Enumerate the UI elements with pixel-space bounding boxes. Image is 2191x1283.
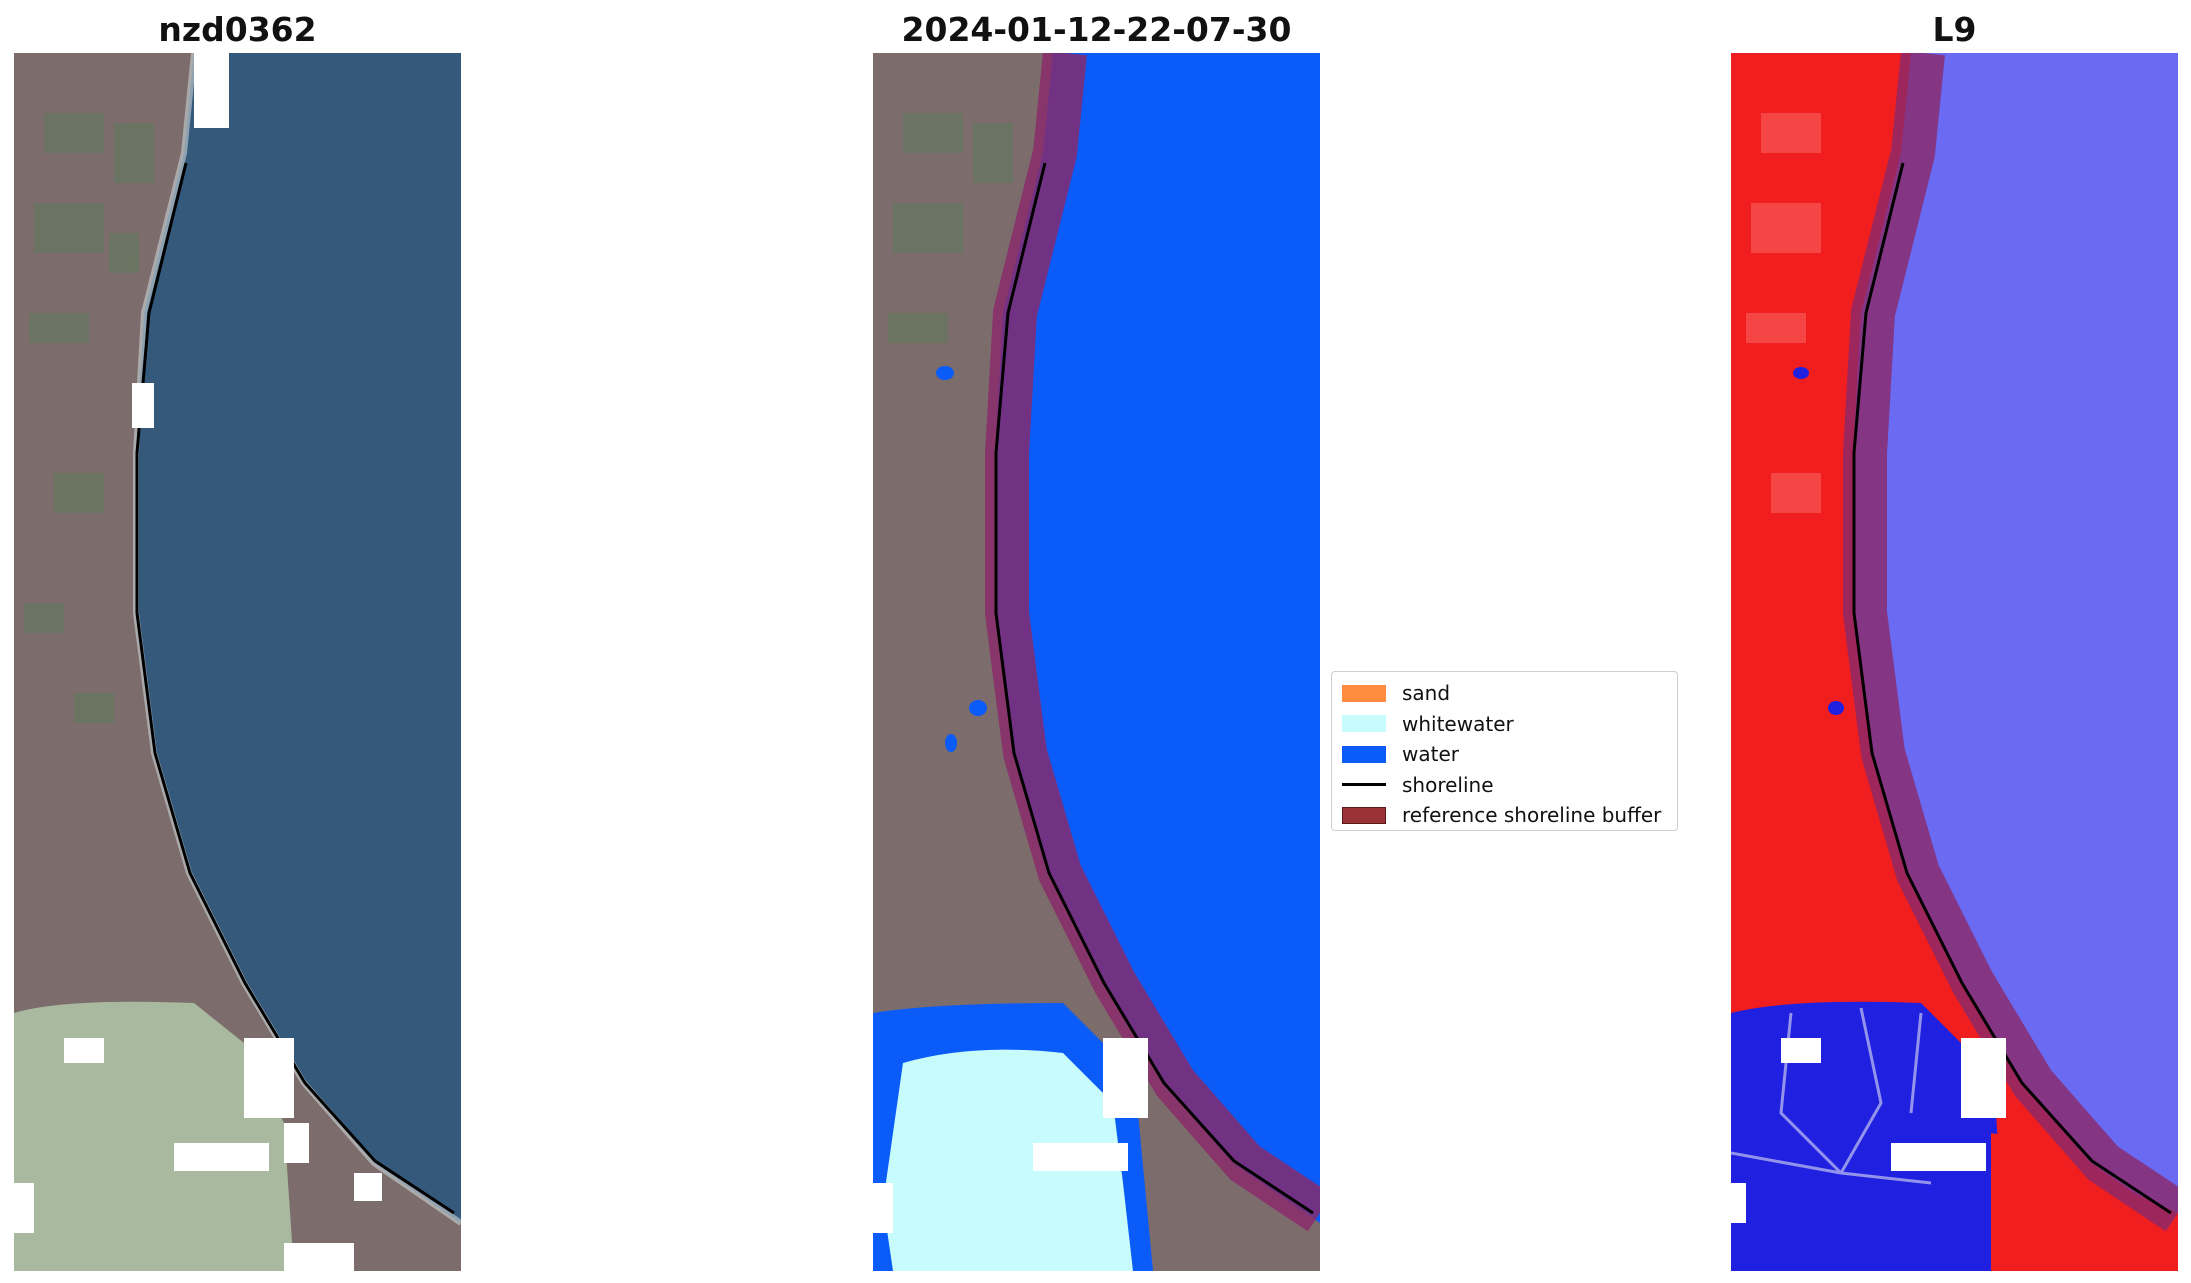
- legend-label: sand: [1402, 681, 1451, 706]
- whitewater-swatch: [1342, 715, 1386, 733]
- legend-label: reference shoreline buffer: [1402, 803, 1662, 828]
- legend-label: whitewater: [1402, 711, 1514, 736]
- legend-item-water: water: [1342, 739, 1667, 770]
- legend: sand whitewater water shoreline referenc…: [1331, 671, 1678, 831]
- land-area: [14, 53, 461, 1271]
- land-area: [1731, 53, 2178, 1271]
- buffer-swatch: [1342, 806, 1386, 824]
- index-image-panel: [1731, 53, 2178, 1271]
- reference-shoreline-buffer: [985, 53, 1320, 1232]
- shoreline-line: [994, 162, 1314, 1215]
- reference-shoreline-buffer: [1843, 53, 2178, 1232]
- lagoon-water: [1731, 1001, 2006, 1271]
- legend-item-whitewater: whitewater: [1342, 709, 1667, 740]
- legend-item-sand: sand: [1342, 678, 1667, 709]
- water-swatch: [1342, 745, 1386, 763]
- classified-image-panel: [873, 53, 1320, 1271]
- rgb-image-panel: [14, 53, 461, 1271]
- lagoon-area: [14, 1001, 294, 1271]
- legend-item-shoreline: shoreline: [1342, 770, 1667, 801]
- shoreline-line: [1852, 162, 2172, 1215]
- panel-title-index: L9: [1932, 10, 1977, 49]
- panel-title-rgb: nzd0362: [158, 10, 317, 49]
- shoreline-swatch: [1342, 783, 1386, 787]
- panel-title-classified: 2024-01-12-22-07-30: [901, 10, 1292, 49]
- legend-label: shoreline: [1402, 772, 1494, 797]
- legend-item-buffer: reference shoreline buffer: [1342, 800, 1667, 831]
- land-area: [873, 53, 1320, 1271]
- legend-label: water: [1402, 742, 1459, 767]
- lagoon-whitewater: [883, 1049, 1133, 1271]
- sand-swatch: [1342, 684, 1386, 702]
